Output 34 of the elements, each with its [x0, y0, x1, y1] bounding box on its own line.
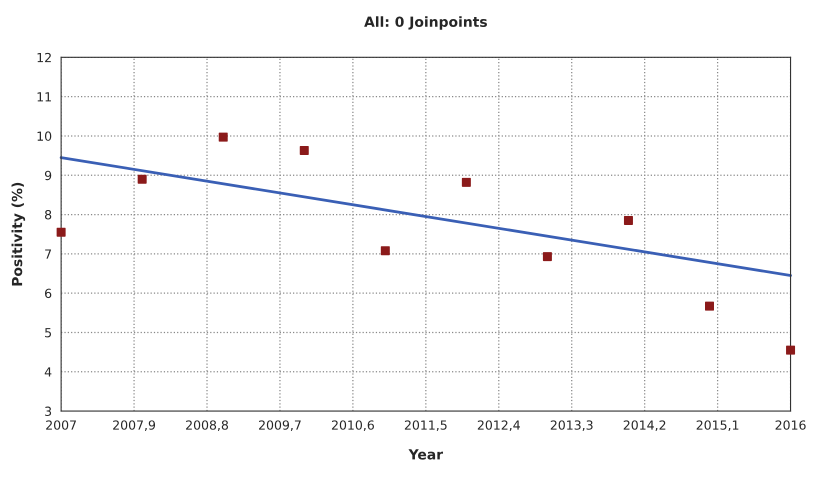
x-axis-title: Year	[408, 449, 444, 460]
y-tick-label: 9	[44, 170, 52, 180]
x-tick-label: 2013,3	[550, 420, 593, 432]
y-tick-label: 6	[45, 288, 52, 298]
x-tick-label: 2007,9	[113, 420, 156, 432]
x-tick-label: 2010,6	[332, 420, 374, 432]
y-tick-label: 3	[45, 406, 52, 416]
point	[462, 178, 471, 187]
y-tick-label: 4	[44, 367, 52, 377]
point	[300, 146, 309, 156]
y-tick-label: 7	[45, 250, 52, 259]
point	[218, 132, 228, 142]
x-tick-label: 2016	[776, 420, 806, 430]
y-axis-title: Positivity (%)	[12, 182, 26, 286]
x-tick-label: 2014,2	[624, 420, 666, 432]
point	[56, 228, 66, 237]
chart-title: All: 0 Joinpoints	[364, 16, 487, 30]
y-tick-label: 5	[45, 328, 52, 338]
y-tick-label: 10	[38, 131, 52, 141]
point	[542, 252, 552, 262]
point	[380, 246, 390, 256]
x-tick-label: 2009,7	[259, 420, 301, 432]
point	[138, 174, 147, 184]
x-tick-label: 2015,1	[696, 420, 738, 432]
point	[705, 302, 714, 311]
y-tick-label: 11	[38, 92, 51, 102]
x-tick-label: 2012,4	[478, 420, 520, 432]
point	[624, 216, 633, 225]
x-tick-label: 2007	[46, 420, 76, 430]
point	[786, 346, 796, 355]
x-tick-label: 2011,5	[404, 420, 447, 432]
y-tick-label: 12	[38, 52, 51, 62]
y-tick-label: 8	[44, 210, 52, 220]
x-tick-label: 2008,8	[186, 420, 228, 432]
